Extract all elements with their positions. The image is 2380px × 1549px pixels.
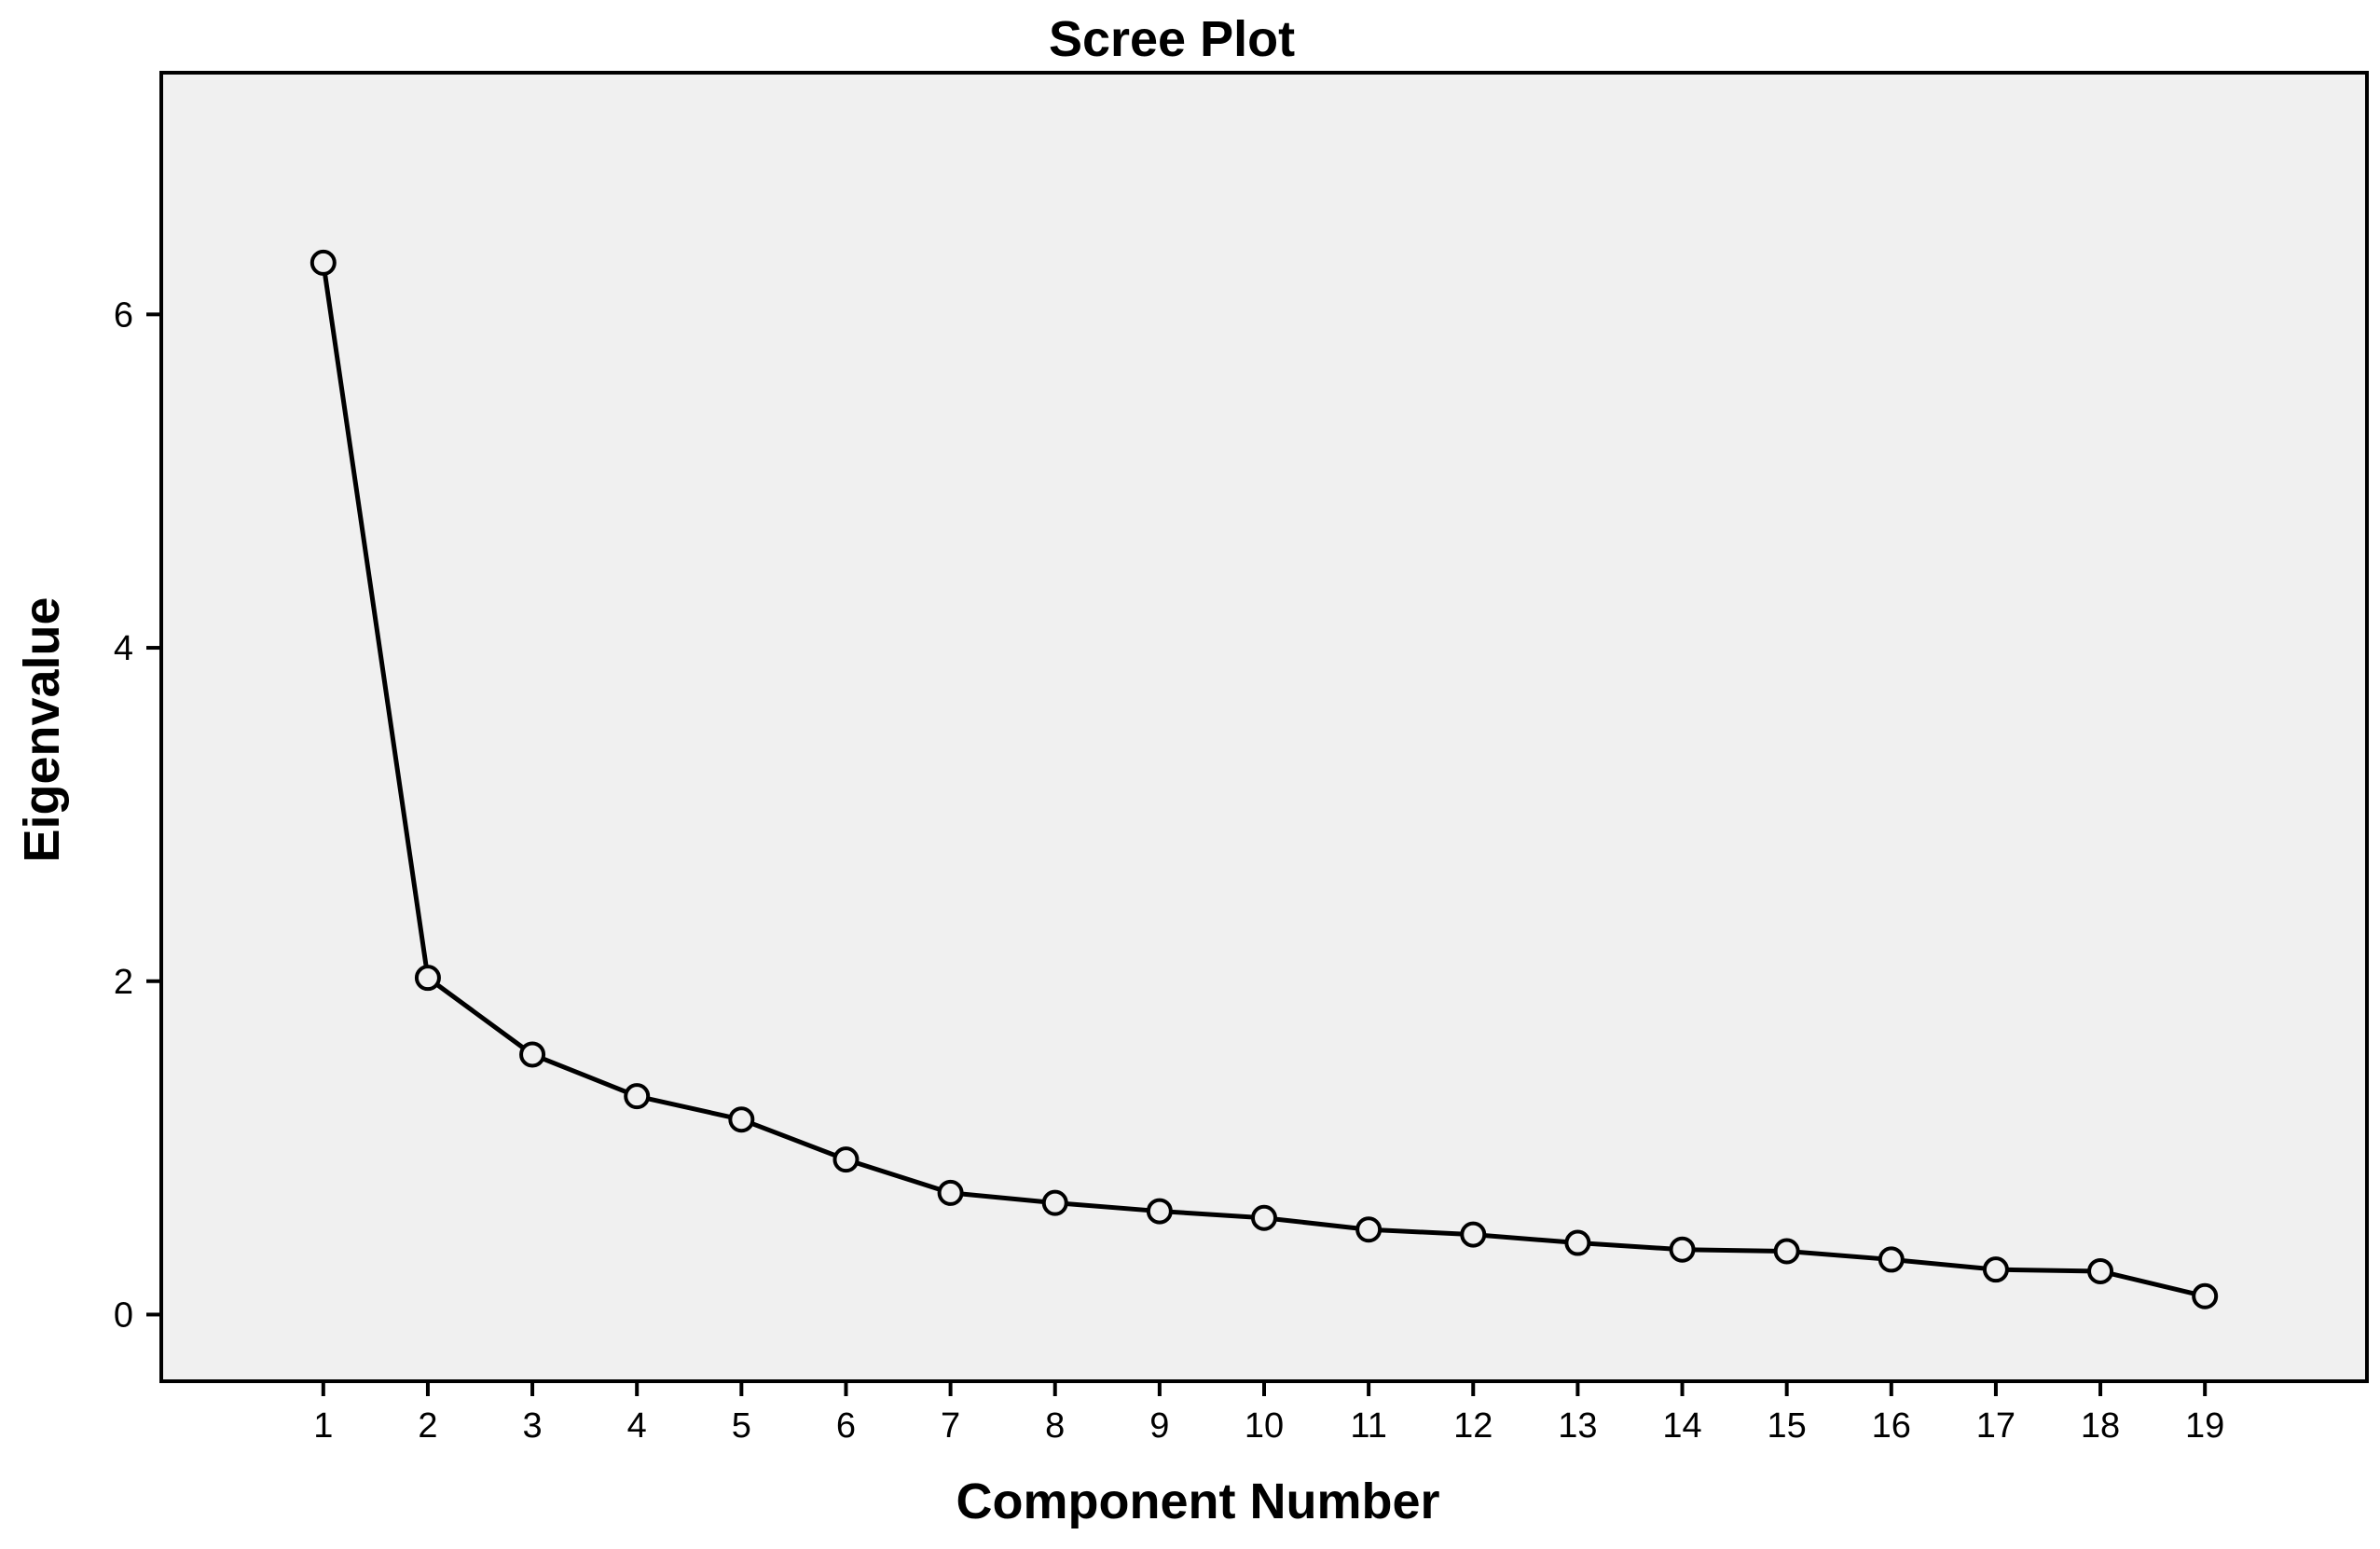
data-point (2087, 1257, 2114, 1284)
y-tick-label: 6 (114, 295, 133, 335)
x-tick-label: 3 (523, 1406, 543, 1446)
data-point (310, 249, 337, 276)
x-tick-label: 8 (1045, 1406, 1065, 1446)
y-tick-label: 2 (114, 963, 133, 1002)
data-point (1146, 1198, 1173, 1225)
y-axis-ticks: 0 2 4 6 (114, 295, 161, 1335)
x-axis-title: Component Number (956, 1474, 1440, 1529)
x-tick-label: 1 (313, 1406, 333, 1446)
data-point (728, 1106, 755, 1133)
x-tick-label: 6 (836, 1406, 856, 1446)
data-point (2192, 1282, 2219, 1309)
x-tick-label: 13 (1558, 1406, 1597, 1446)
x-tick-label: 16 (1872, 1406, 1911, 1446)
x-tick-label: 5 (732, 1406, 751, 1446)
data-point (937, 1179, 964, 1206)
data-point (1460, 1221, 1487, 1248)
y-tick-label: 4 (114, 629, 133, 668)
x-axis-ticks: 1 2 3 4 5 6 7 8 9 10 11 12 13 14 15 16 17 18 19 (313, 1381, 2224, 1446)
x-tick-label: 17 (1976, 1406, 2015, 1446)
data-point (1041, 1189, 1068, 1216)
data-point (832, 1146, 860, 1173)
x-tick-label: 10 (1245, 1406, 1284, 1446)
data-point (1251, 1204, 1277, 1231)
y-tick-label: 0 (114, 1295, 133, 1335)
data-point (1878, 1246, 1905, 1273)
data-point (1773, 1238, 1800, 1265)
x-tick-label: 4 (627, 1406, 647, 1446)
x-tick-label: 2 (418, 1406, 437, 1446)
data-point (1669, 1236, 1696, 1263)
x-tick-label: 15 (1768, 1406, 1807, 1446)
eigenvalue-series (310, 249, 2219, 1309)
x-tick-label: 9 (1149, 1406, 1169, 1446)
data-point (414, 965, 441, 992)
data-point (1355, 1216, 1383, 1243)
y-axis-title: Eigenvalue (14, 596, 70, 862)
x-tick-label: 14 (1662, 1406, 1701, 1446)
plot-area (159, 71, 2369, 1383)
x-tick-label: 12 (1453, 1406, 1493, 1446)
x-tick-label: 18 (2081, 1406, 2120, 1446)
data-point (1564, 1229, 1591, 1256)
x-tick-label: 11 (1350, 1406, 1386, 1446)
data-point (519, 1041, 546, 1068)
data-point (1982, 1256, 2009, 1283)
x-tick-label: 19 (2185, 1406, 2224, 1446)
x-tick-label: 7 (941, 1406, 960, 1446)
data-point (624, 1083, 651, 1110)
chart-title: Scree Plot (1049, 11, 1295, 67)
